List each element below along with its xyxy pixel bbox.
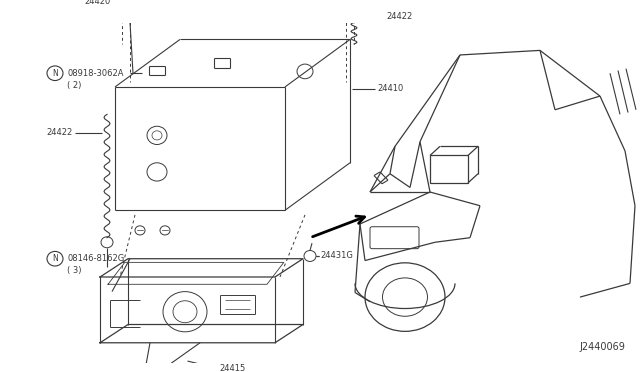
Text: 24420: 24420 — [84, 0, 110, 6]
Text: 24410: 24410 — [377, 84, 403, 93]
FancyBboxPatch shape — [370, 227, 419, 248]
Text: N: N — [52, 254, 58, 263]
Bar — [430, 155, 468, 183]
Text: 24415: 24415 — [220, 364, 246, 372]
Text: J2440069: J2440069 — [579, 342, 625, 352]
Text: ( 2): ( 2) — [67, 81, 81, 90]
Text: 08146-8162G: 08146-8162G — [67, 254, 124, 263]
Text: ( 3): ( 3) — [67, 266, 81, 275]
Text: 24422: 24422 — [47, 128, 73, 137]
Text: N: N — [52, 69, 58, 78]
Text: 08918-3062A: 08918-3062A — [67, 69, 124, 78]
Text: 24431G: 24431G — [320, 251, 353, 260]
Text: 24422: 24422 — [386, 12, 412, 21]
